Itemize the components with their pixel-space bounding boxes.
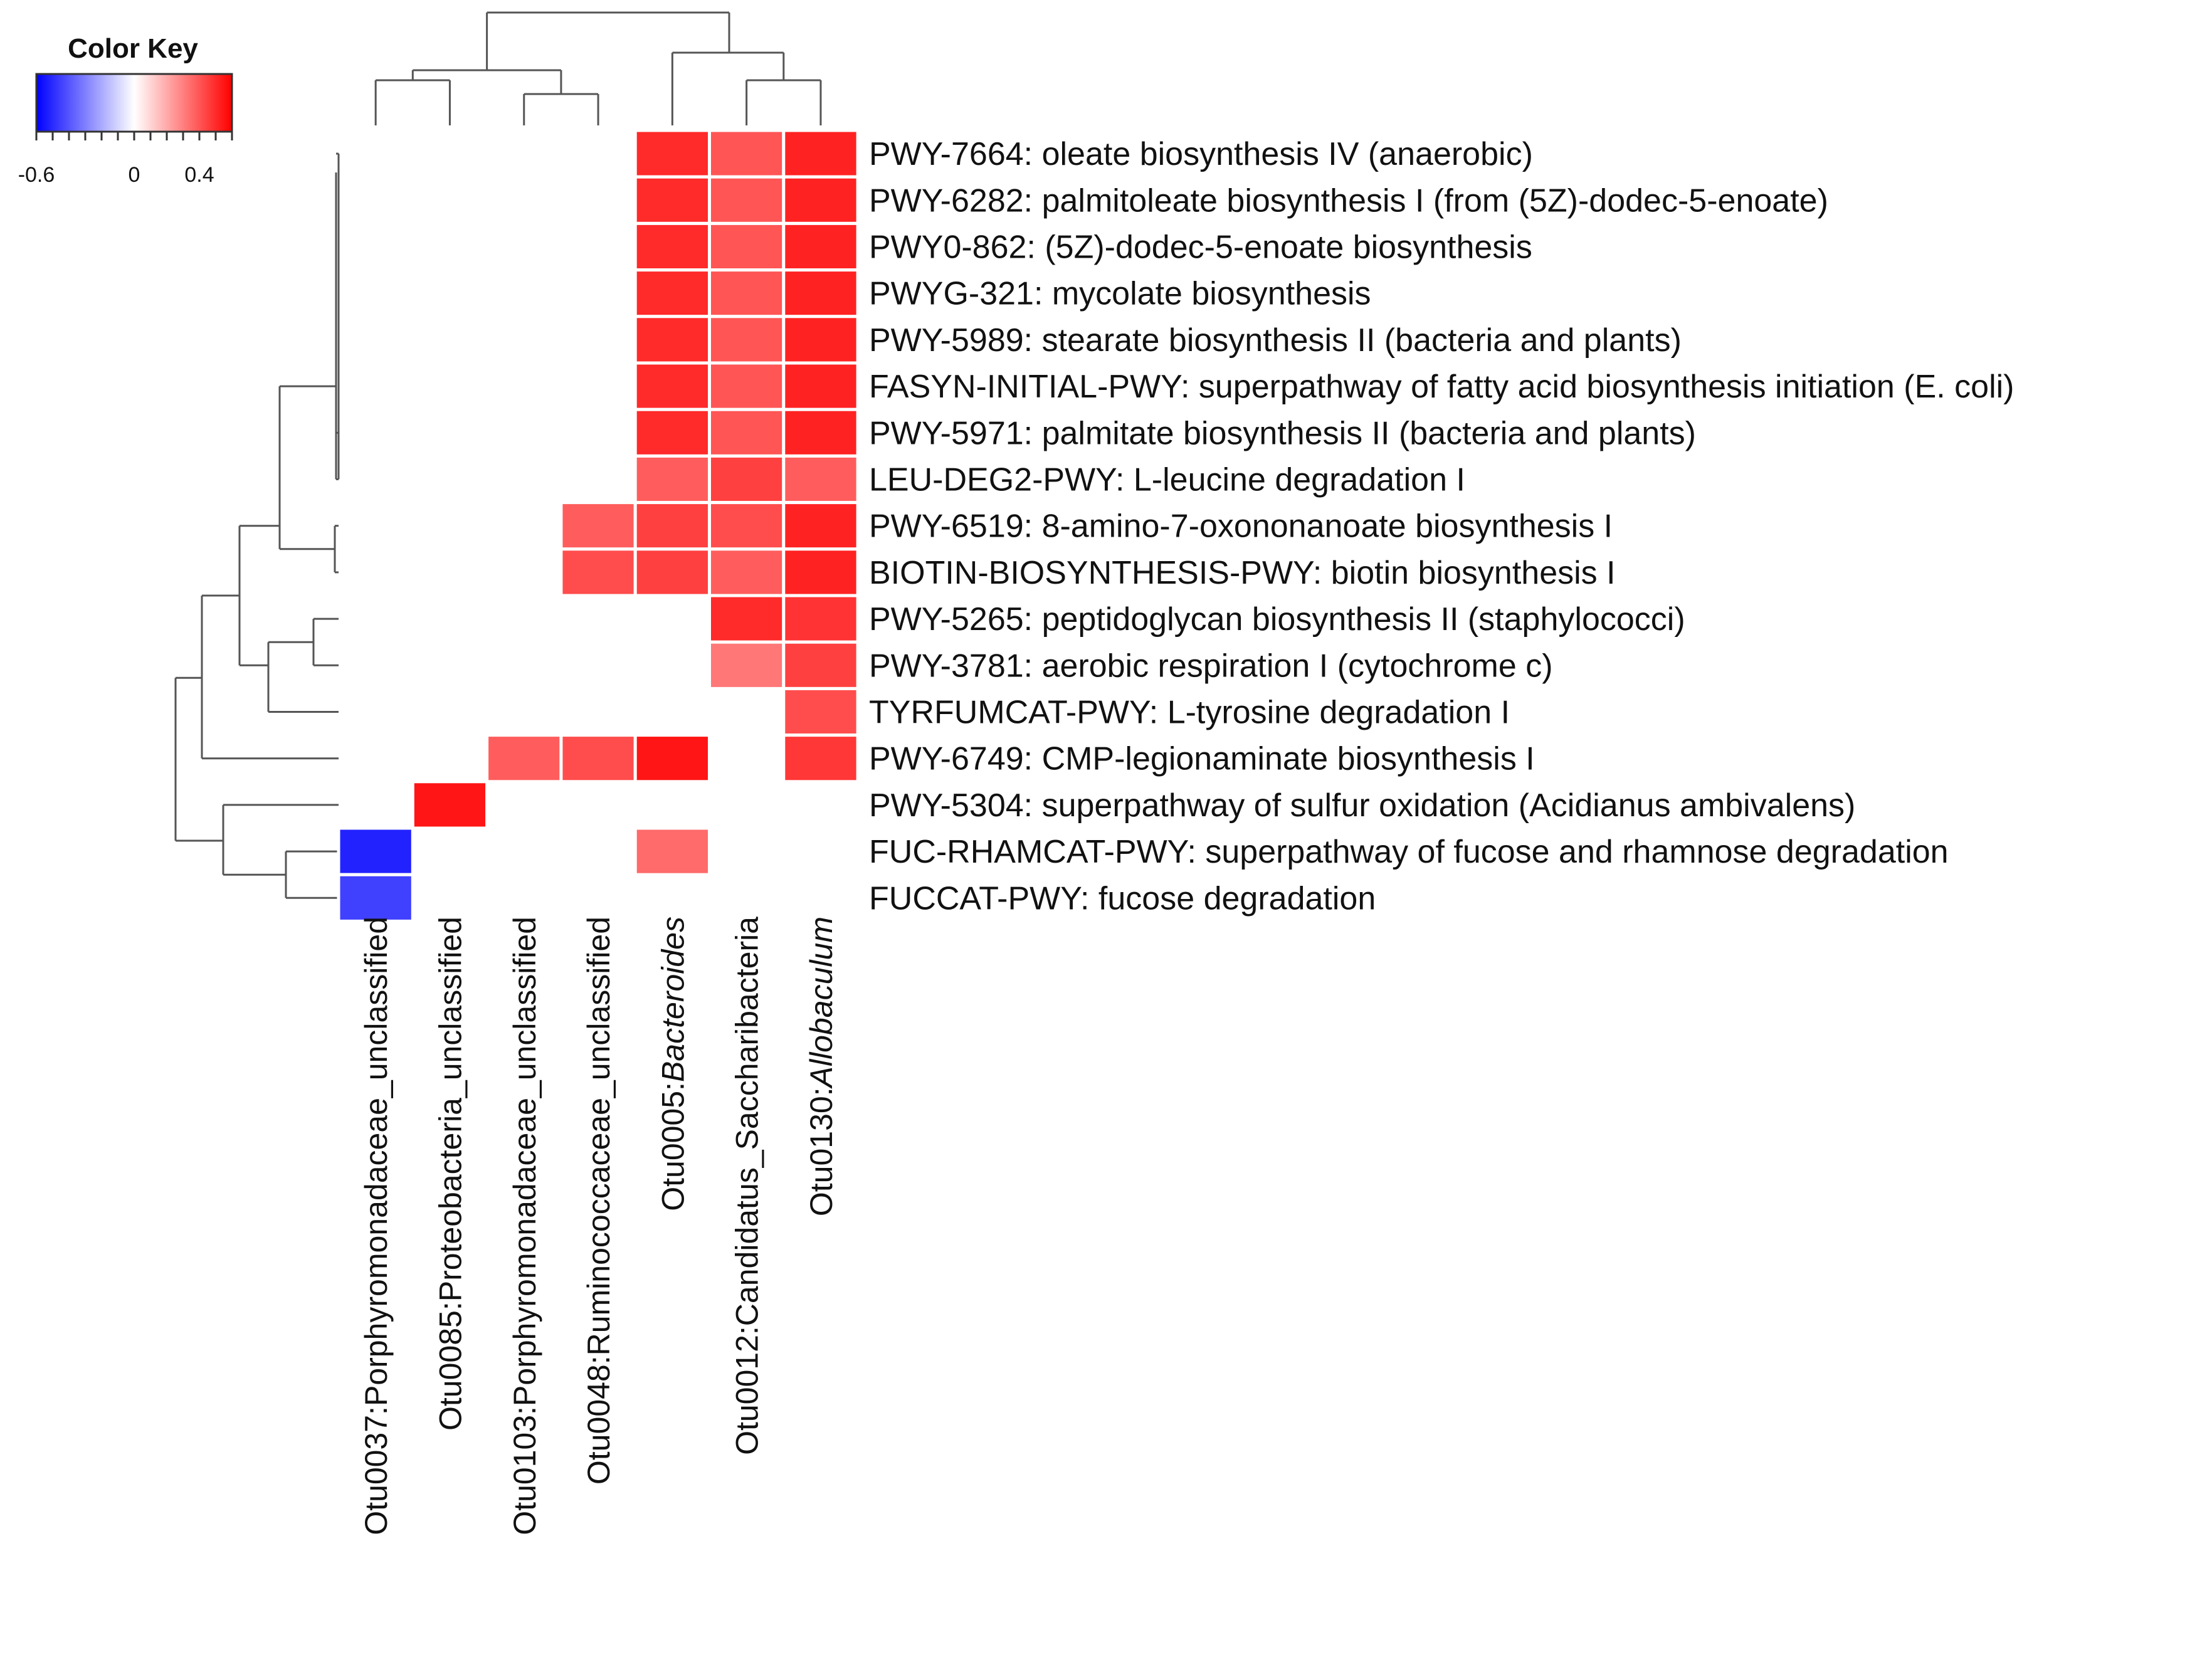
heatmap-cell (782, 594, 860, 644)
column-labels: Otu0037:Porphyromonadaceae_unclassified O… (359, 917, 839, 1535)
row-label: PWY-6749: CMP-legionaminate biosynthesis… (869, 741, 1535, 777)
heatmap-cell (559, 733, 637, 784)
row-label: BIOTIN-BIOSYNTHESIS-PWY: biotin biosynth… (869, 555, 1616, 591)
heatmap-cell (782, 268, 860, 318)
heatmap-cell (633, 454, 712, 505)
column-label: Otu0048:Ruminococcaceae_unclassified (581, 917, 616, 1485)
heatmap-cell (708, 175, 786, 225)
row-labels: PWY-7664: oleate biosynthesis IV (anaero… (869, 136, 2014, 917)
column-label: Otu0103:Porphyromonadaceae_unclassified (507, 917, 542, 1535)
heatmap-cell (708, 501, 786, 551)
row-label: PWYG-321: mycolate biosynthesis (869, 276, 1371, 312)
heatmap-cell (337, 826, 414, 876)
heatmap-cell (633, 733, 712, 784)
heatmap-cell (633, 361, 712, 411)
color-key-tick-label: 0 (129, 163, 140, 187)
row-label: PWY-5265: peptidoglycan biosynthesis II … (869, 601, 1685, 638)
heatmap-cell (633, 175, 712, 225)
row-label: FUCCAT-PWY: fucose degradation (869, 880, 1376, 917)
column-label: Otu0085:Proteobacteria_unclassified (433, 917, 468, 1431)
heatmap-cell (633, 501, 712, 551)
heatmap-cell (782, 640, 860, 690)
heatmap-cell (559, 501, 637, 551)
heatmap-cell (782, 221, 860, 272)
heatmap-cell (708, 547, 786, 597)
color-key-gradient (35, 73, 233, 133)
row-label: PWY-6519: 8-amino-7-oxononanoate biosynt… (869, 508, 1613, 545)
heatmap-cell (782, 501, 860, 551)
heatmap-cell (708, 640, 786, 690)
row-label: PWY0-862: (5Z)-dodec-5-enoate biosynthes… (869, 229, 1532, 266)
row-label: FASYN-INITIAL-PWY: superpathway of fatty… (869, 369, 2014, 405)
heatmap-cell (708, 361, 786, 411)
color-key: Color Key -0.6 0 0.4 (18, 33, 233, 187)
heatmap-cell (633, 547, 712, 597)
column-label: Otu0012:Candidatus_Saccharibacteria (730, 917, 765, 1455)
heatmap-cell (633, 407, 712, 458)
heatmap-cell (708, 129, 786, 179)
row-label: PWY-5304: superpathway of sulfur oxidati… (869, 787, 1855, 824)
heatmap-cell (633, 826, 712, 876)
heatmap-cell (782, 315, 860, 365)
row-label: PWY-3781: aerobic respiration I (cytochr… (869, 648, 1553, 684)
heatmap-cell (708, 454, 786, 505)
heatmap-cell (411, 780, 489, 830)
heatmap-cell (782, 175, 860, 225)
heatmap-cell (782, 361, 860, 411)
heatmap-cell (633, 268, 712, 318)
heatmap-cell (782, 407, 860, 458)
column-label: Otu0130:Allobaculum (804, 917, 839, 1216)
heatmap-cell (782, 129, 860, 179)
heatmap-cells (337, 129, 860, 923)
heatmap-cell (782, 547, 860, 597)
heatmap-cell (708, 221, 786, 272)
color-key-tick-label: 0.4 (184, 163, 214, 187)
heatmap-cell (782, 733, 860, 784)
row-label: TYRFUMCAT-PWY: L-tyrosine degradation I (869, 695, 1510, 731)
heatmap-cell (633, 129, 712, 179)
heatmap-cell (708, 594, 786, 644)
row-label: PWY-6282: palmitoleate biosynthesis I (f… (869, 182, 1828, 219)
row-label: PWY-5971: palmitate biosynthesis II (bac… (869, 415, 1696, 451)
heatmap-cell (337, 873, 414, 923)
row-dendrogram (174, 152, 340, 899)
heatmap-cell (782, 686, 860, 737)
row-label: FUC-RHAMCAT-PWY: superpathway of fucose … (869, 834, 1949, 870)
heatmap-cell (633, 315, 712, 365)
color-key-title: Color Key (68, 33, 198, 64)
heatmap-cell (708, 315, 786, 365)
column-label: Otu0037:Porphyromonadaceae_unclassified (359, 917, 394, 1535)
color-key-tick-label: -0.6 (18, 163, 55, 187)
column-dendrogram (374, 11, 822, 125)
heatmap-cell (708, 407, 786, 458)
row-label: PWY-7664: oleate biosynthesis IV (anaero… (869, 136, 1533, 172)
heatmap-cell (559, 547, 637, 597)
heatmap-cell (708, 268, 786, 318)
row-label: PWY-5989: stearate biosynthesis II (bact… (869, 322, 1682, 359)
heatmap-cell (782, 454, 860, 505)
color-key-ticks: -0.6 0 0.4 (18, 132, 233, 187)
column-label: Otu0005:Bacteroides (655, 917, 690, 1211)
heatmap-cell (485, 733, 563, 784)
row-label: LEU-DEG2-PWY: L-leucine degradation I (869, 462, 1465, 498)
heatmap-cell (633, 221, 712, 272)
